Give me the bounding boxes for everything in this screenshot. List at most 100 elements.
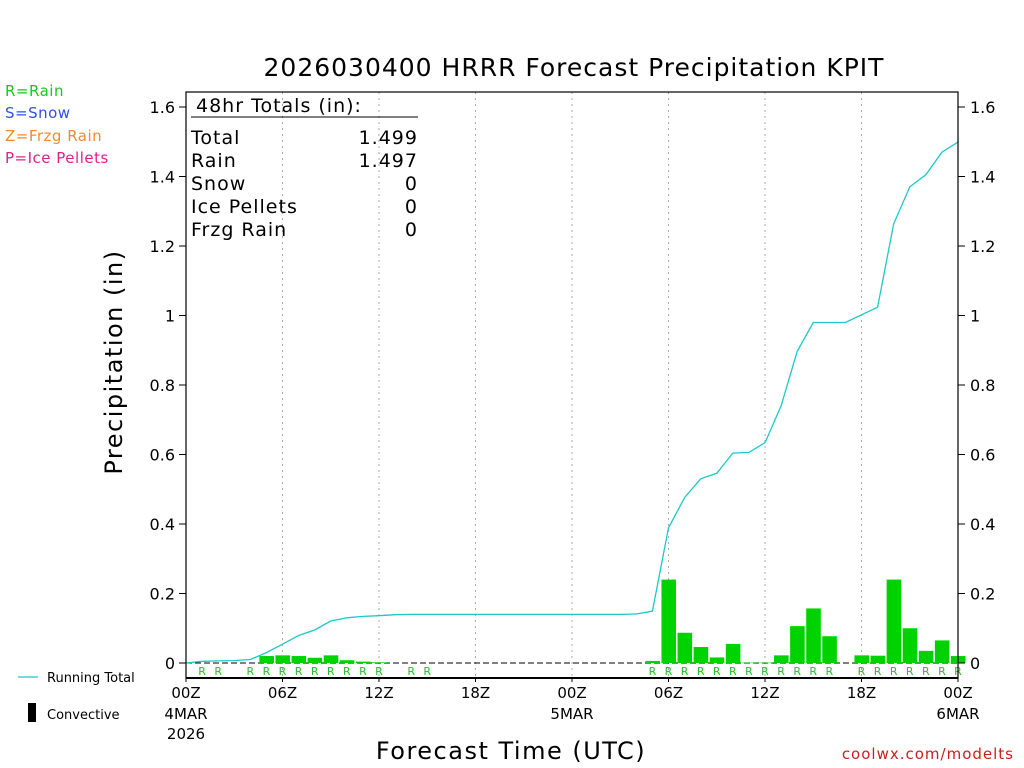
y-tick-label-right: 0.6 [970, 446, 995, 465]
credit-text: coolwx.com/modelts [841, 745, 1014, 763]
precip-type-marker: R [697, 665, 705, 678]
y-tick-label-left: 1.4 [150, 168, 175, 187]
precip-type-marker: R [327, 665, 335, 678]
precip-bar [822, 636, 837, 663]
y-tick-label-left: 0.2 [150, 585, 175, 604]
precip-bar [259, 656, 274, 663]
y-tick-label-right: 0.2 [970, 585, 995, 604]
precip-bar [902, 628, 918, 663]
x-tick-label: 06Z [268, 684, 297, 702]
totals-row-value: 1.499 [359, 127, 418, 149]
totals-row-label: Snow [191, 173, 246, 195]
precip-bar [790, 626, 805, 663]
x-tick-label: 06Z [654, 684, 683, 702]
precip-type-marker: R [665, 665, 673, 678]
y-tick-label-right: 1.4 [970, 168, 995, 187]
precip-type-marker: R [906, 665, 914, 678]
precip-bar [709, 657, 725, 663]
totals-row-label: Ice Pellets [191, 196, 298, 218]
convective-legend-label: Convective [47, 708, 120, 723]
precip-type-marker: R [359, 665, 367, 678]
precip-type-marker: R [745, 665, 753, 678]
precip-bar [339, 660, 355, 663]
precip-type-marker: R [793, 665, 801, 678]
y-tick-label-left: 1 [165, 307, 175, 326]
y-tick-label-right: 1 [970, 307, 980, 326]
precip-type-marker: R [375, 665, 383, 678]
totals-row-value: 0 [405, 173, 418, 195]
precip-bar [757, 662, 773, 664]
totals-header: 48hr Totals (in): [196, 95, 362, 117]
convective-legend-swatch [28, 703, 36, 722]
precip-bar [371, 662, 387, 663]
precip-type-marker: R [407, 665, 415, 678]
y-axis-title: Precipitation (in) [100, 249, 128, 474]
precip-bar [677, 632, 693, 663]
x-tick-label: 12Z [750, 684, 779, 702]
precip-type-marker: R [890, 665, 898, 678]
precip-bar [693, 647, 709, 663]
running-total-legend-label: Running Total [47, 671, 135, 686]
x-tick-date-label: 4MAR [164, 705, 207, 723]
totals-row-value: 1.497 [359, 150, 418, 172]
precip-bar [725, 643, 741, 663]
precip-bar [918, 650, 934, 663]
totals-row-label: Rain [191, 150, 237, 172]
precip-type-marker: R [761, 665, 769, 678]
precip-bar [323, 655, 339, 663]
y-tick-label-left: 0.6 [150, 446, 175, 465]
precip-bar [645, 660, 660, 663]
totals-row-value: 0 [405, 196, 418, 218]
precip-type-marker: R [874, 665, 882, 678]
y-tick-label-left: 1.6 [150, 98, 175, 117]
x-tick-label: 18Z [847, 684, 876, 702]
running-total-line [185, 141, 959, 664]
precip-bar [741, 662, 757, 664]
precip-type-marker: R [263, 665, 271, 678]
precip-bar [355, 661, 371, 663]
precip-bar [886, 579, 902, 663]
x-tick-label: 00Z [943, 684, 972, 702]
y-tick-label-left: 0 [165, 654, 175, 673]
precip-type-marker: R [777, 665, 785, 678]
legend-snow: S=Snow [5, 104, 71, 122]
y-tick-label-left: 0.4 [150, 515, 175, 534]
x-tick-label: 18Z [461, 684, 490, 702]
x-tick-label: 12Z [364, 684, 393, 702]
precip-type-marker: R [247, 665, 255, 678]
y-tick-label-right: 0 [970, 654, 980, 673]
precip-type-marker: R [826, 665, 834, 678]
precip-bar [934, 640, 950, 663]
precip-type-marker: R [681, 665, 689, 678]
precip-bar [291, 656, 307, 663]
precip-type-marker: R [295, 665, 303, 678]
x-tick-label: 00Z [557, 684, 586, 702]
y-tick-label-right: 0.8 [970, 376, 995, 395]
precip-bar [661, 579, 677, 663]
precip-type-marker: R [649, 665, 657, 678]
y-tick-label-left: 0.8 [150, 376, 175, 395]
totals-row-label: Frzg Rain [191, 219, 287, 241]
totals-row-label: Total [190, 127, 240, 149]
y-tick-label-right: 0.4 [970, 515, 995, 534]
chart-title: 2026030400 HRRR Forecast Precipitation K… [264, 53, 885, 82]
precip-type-marker: R [729, 665, 737, 678]
y-tick-label-right: 1.6 [970, 98, 995, 117]
x-tick-label: 00Z [171, 684, 200, 702]
precip-bar [275, 655, 291, 663]
y-tick-label-right: 1.2 [970, 237, 995, 256]
precip-type-marker: R [214, 665, 222, 678]
legend-frzg-rain: Z=Frzg Rain [5, 127, 103, 145]
precip-bar [774, 655, 789, 663]
precip-type-marker: R [809, 665, 817, 678]
precip-bar [854, 655, 870, 663]
precip-type-marker: R [713, 665, 721, 678]
precip-type-marker: R [198, 665, 206, 678]
totals-row-value: 0 [405, 219, 418, 241]
legend-rain: R=Rain [5, 82, 64, 100]
x-tick-year-label: 2026 [167, 725, 205, 743]
legend-ice-pellets: P=Ice Pellets [5, 149, 109, 167]
x-tick-date-label: 5MAR [550, 705, 593, 723]
x-axis-title: Forecast Time (UTC) [376, 737, 646, 765]
